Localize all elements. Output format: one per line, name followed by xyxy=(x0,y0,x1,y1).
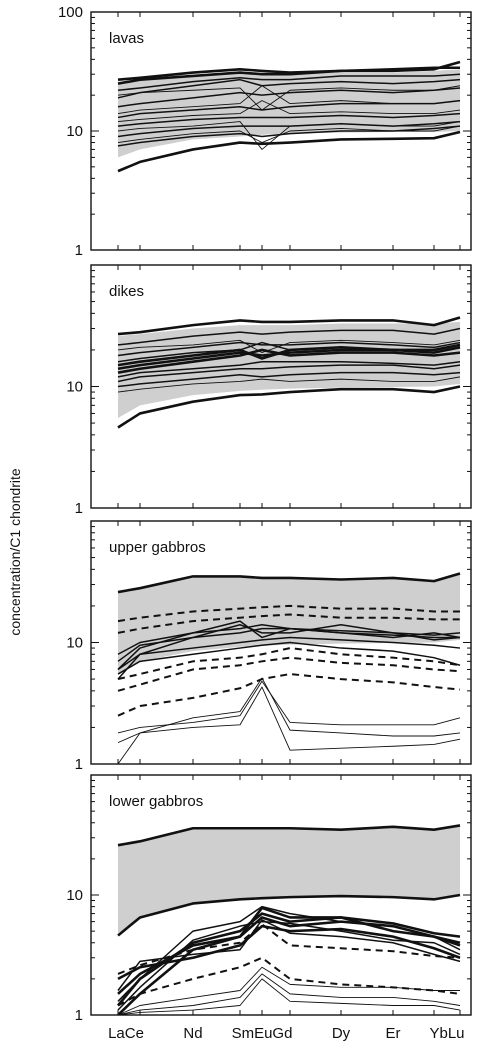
series-line-4 xyxy=(117,78,461,99)
series-line-8 xyxy=(117,120,461,138)
series-line-6 xyxy=(117,656,461,692)
series-line-12 xyxy=(117,966,460,1015)
series-line-9 xyxy=(117,364,461,383)
series-line-1 xyxy=(117,572,461,594)
plot-area xyxy=(117,60,461,173)
range-band xyxy=(118,573,460,675)
series-line-13 xyxy=(117,680,461,734)
panel-label: upper gabbros xyxy=(109,539,206,556)
series-line-1 xyxy=(117,824,461,847)
panel-label: dikes xyxy=(109,283,144,300)
series-line-13 xyxy=(117,376,461,393)
panel-1: 100 10 1 lavas xyxy=(58,4,472,259)
series-line-12 xyxy=(117,641,461,675)
y-tick-label: 1 xyxy=(75,756,83,773)
series-line-15 xyxy=(117,677,461,764)
panel-3: 10 1 upper gabbros xyxy=(66,520,472,773)
series-line-2 xyxy=(117,385,461,429)
plot-area xyxy=(116,824,461,1015)
series-line-10 xyxy=(117,371,461,388)
panel-4: 10 1 lower gabbros xyxy=(66,774,472,1024)
series-line-11 xyxy=(117,636,461,671)
series-line-13 xyxy=(117,973,461,1015)
series-line-8 xyxy=(117,341,461,363)
series-line-11 xyxy=(117,956,461,1007)
series-line-10 xyxy=(117,923,461,975)
x-tick-label: YbLu xyxy=(429,1025,464,1042)
x-tick-label: Nd xyxy=(183,1025,202,1042)
series-line-11 xyxy=(117,85,461,111)
series-line-11 xyxy=(117,360,461,378)
series-line-15 xyxy=(117,100,461,123)
y-tick-label: 1 xyxy=(75,1007,83,1024)
series-line-5 xyxy=(117,343,461,367)
series-line-5 xyxy=(117,673,461,717)
series-line-9 xyxy=(117,125,461,147)
series-line-8 xyxy=(117,623,461,670)
series-line-12 xyxy=(117,85,461,115)
series-line-3 xyxy=(117,613,460,634)
panel-label: lavas xyxy=(109,30,144,47)
plot-area xyxy=(117,316,461,429)
series-line-5 xyxy=(117,87,461,108)
x-tick-label: LaCe xyxy=(108,1025,144,1042)
series-line-6 xyxy=(117,327,461,346)
y-tick-label: 10 xyxy=(66,635,83,652)
series-line-7 xyxy=(117,341,461,357)
series-line-10 xyxy=(117,73,461,91)
series-line-14 xyxy=(117,686,461,751)
series-line-2 xyxy=(117,604,460,623)
y-tick-label: 1 xyxy=(75,242,83,259)
x-tick-label: Er xyxy=(386,1025,401,1042)
series-line-1 xyxy=(117,66,460,81)
series-line-13 xyxy=(117,121,461,150)
series-line-4 xyxy=(117,348,461,374)
series-line-7 xyxy=(117,112,461,127)
y-tick-label: 10 xyxy=(66,379,83,396)
series-line-10 xyxy=(117,620,461,655)
range-band xyxy=(118,825,460,934)
series-line-2 xyxy=(117,893,461,937)
x-tick-label: Dy xyxy=(332,1025,351,1042)
series-line-4 xyxy=(117,647,461,681)
plot-area xyxy=(117,572,461,764)
series-line-3 xyxy=(117,130,461,173)
series-line-14 xyxy=(117,978,461,1015)
series-line-14 xyxy=(117,125,461,143)
series-line-6 xyxy=(117,906,461,995)
panels: 100 10 1 lavas 10 1 dikes 10 1 upper gabbros 10 1 lo… xyxy=(58,4,472,1024)
y-tick-label: 1 xyxy=(75,500,83,517)
series-line-2 xyxy=(117,60,461,85)
y-tick-label: 10 xyxy=(66,887,83,904)
series-line-1 xyxy=(117,316,461,336)
panel-label: lower gabbros xyxy=(109,793,203,810)
series-line-12 xyxy=(117,339,461,354)
x-axis-ticks: LaCe Nd SmEuGd Dy Er YbLu xyxy=(108,1025,464,1042)
y-axis-label: concentration/C1 chondrite xyxy=(7,468,23,636)
series-line-5 xyxy=(117,924,461,981)
x-tick-label: SmEuGd xyxy=(232,1025,293,1042)
series-line-8 xyxy=(117,920,461,1011)
y-tick-label: 100 xyxy=(58,4,83,21)
panel-2: 10 1 dikes xyxy=(66,264,472,517)
y-tick-label: 10 xyxy=(66,123,83,140)
series-line-7 xyxy=(117,905,461,1002)
